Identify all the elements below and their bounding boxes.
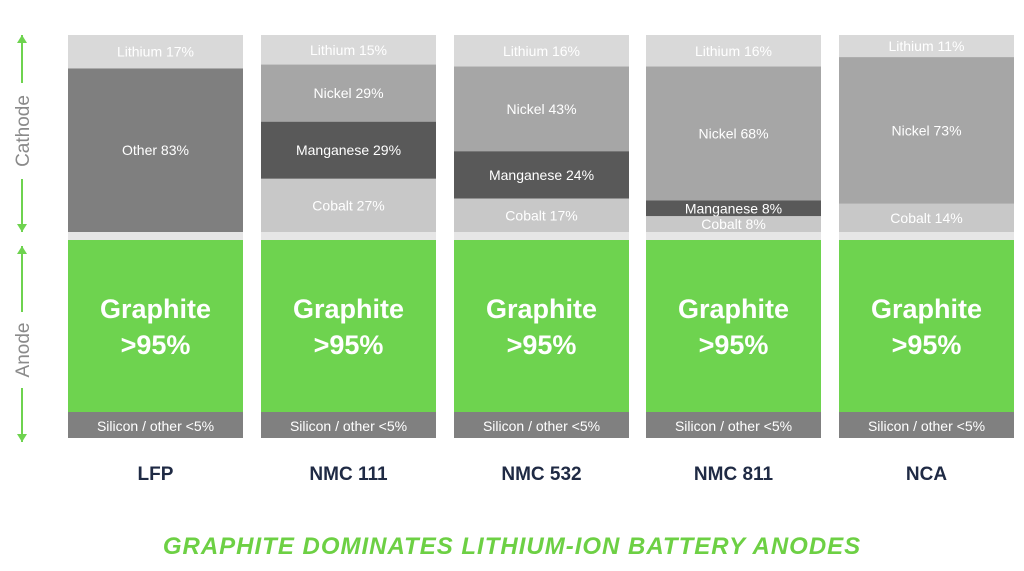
nca-silicon-segment: [839, 412, 1014, 438]
nmc-532-cobalt-label: Cobalt 17%: [505, 207, 577, 223]
nmc-811-nickel-segment: [646, 66, 821, 201]
category-label-nmc-532: NMC 532: [501, 464, 581, 485]
anode-arrow-head-up-icon: [17, 246, 27, 254]
cathode-arrow-head-down-icon: [17, 224, 27, 232]
lfp-lithium-label: Lithium 17%: [117, 44, 194, 60]
nmc-811-graphite-label: Graphite: [678, 294, 789, 324]
nmc-532-manganese-label: Manganese 24%: [489, 167, 594, 183]
lfp-graphite-percent-label: >95%: [121, 330, 191, 360]
nmc-111-cobalt-label: Cobalt 27%: [312, 197, 384, 213]
nca-silicon-label: Silicon / other <5%: [868, 418, 985, 434]
nmc-811-lithium-label: Lithium 16%: [695, 43, 772, 59]
nmc-111-silicon-segment: [261, 412, 436, 438]
nmc-111-separator: [261, 232, 436, 240]
nmc-111-nickel-segment: [261, 64, 436, 122]
nmc-111-silicon-label: Silicon / other <5%: [290, 418, 407, 434]
nmc-532-graphite-percent-label: >95%: [507, 330, 577, 360]
nmc-811-silicon-label: Silicon / other <5%: [675, 418, 792, 434]
y-axis-group: Cathode Anode: [12, 35, 34, 442]
nmc-532-lithium-label: Lithium 16%: [503, 43, 580, 59]
lfp-silicon-segment: [68, 412, 243, 438]
nmc-111-cobalt-segment: [261, 178, 436, 232]
nca-nickel-label: Nickel 73%: [891, 122, 961, 138]
nmc-532-nickel-segment: [454, 66, 629, 152]
category-label-lfp: LFP: [138, 464, 174, 485]
nca-separator: [839, 232, 1014, 240]
nmc-532-graphite-segment: [454, 240, 629, 412]
nmc-532-graphite-label: Graphite: [486, 294, 597, 324]
category-label-nca: NCA: [906, 464, 947, 485]
nmc-111-graphite-segment: [261, 240, 436, 412]
anode-label-bg: [12, 312, 32, 388]
nmc-532-silicon-label: Silicon / other <5%: [483, 418, 600, 434]
nmc-811-nickel-label: Nickel 68%: [698, 126, 768, 142]
category-label-nmc-811: NMC 811: [694, 464, 774, 485]
nmc-811-cobalt-segment: [646, 216, 821, 232]
nmc-111-lithium-segment: [261, 35, 436, 65]
nca-cobalt-label: Cobalt 14%: [890, 210, 962, 226]
category-labels: LFP NMC 111 NMC 532 NMC 811 NCA: [138, 464, 948, 485]
lfp-separator: [68, 232, 243, 240]
nca-graphite-label: Graphite: [871, 294, 982, 324]
nmc-532-lithium-segment: [454, 35, 629, 67]
bars-group: Lithium 17% Other 83% Graphite >95% Silicon …: [68, 35, 1014, 438]
nmc-811-lithium-segment: [646, 35, 821, 67]
lfp-other-label: Other 83%: [122, 142, 189, 158]
cathode-label-bg: [12, 83, 32, 179]
nmc-532-nickel-label: Nickel 43%: [506, 101, 576, 117]
chart-title: GRAPHITE DOMINATES LITHIUM-ION BATTERY A…: [162, 533, 862, 560]
nmc-111-graphite-label: Graphite: [293, 294, 404, 324]
nmc-811-separator: [646, 232, 821, 240]
nmc-811-graphite-segment: [646, 240, 821, 412]
nmc-811-silicon-segment: [646, 412, 821, 438]
cathode-arrow-head-up-icon: [17, 35, 27, 43]
nca-lithium-segment: [839, 35, 1014, 58]
nca-cobalt-segment: [839, 203, 1014, 232]
nca-nickel-segment: [839, 57, 1014, 204]
nmc-111-nickel-label: Nickel 29%: [313, 85, 383, 101]
nca-graphite-segment: [839, 240, 1014, 412]
category-label-nmc-111: NMC 111: [309, 464, 388, 485]
nca-lithium-label: Lithium 11%: [888, 38, 964, 54]
nmc-111-manganese-segment: [261, 121, 436, 179]
lfp-silicon-label: Silicon / other <5%: [97, 418, 214, 434]
lfp-other-segment: [68, 68, 243, 233]
nmc-811-manganese-segment: [646, 200, 821, 217]
nmc-811-manganese-label: Manganese 8%: [685, 200, 782, 216]
nmc-111-lithium-label: Lithium 15%: [310, 42, 387, 58]
lfp-lithium-segment: [68, 35, 243, 69]
nmc-532-manganese-segment: [454, 151, 629, 199]
cathode-axis-label: Cathode: [13, 95, 34, 167]
anode-arrow-head-down-icon: [17, 434, 27, 442]
nmc-111-manganese-label: Manganese 29%: [296, 142, 401, 158]
nmc-532-silicon-segment: [454, 412, 629, 438]
nmc-811-cobalt-label: Cobalt 8%: [701, 216, 766, 232]
nmc-811-graphite-percent-label: >95%: [699, 330, 769, 360]
nca-graphite-percent-label: >95%: [892, 330, 962, 360]
nmc-532-cobalt-segment: [454, 198, 629, 232]
nmc-111-graphite-percent-label: >95%: [314, 330, 384, 360]
lfp-graphite-label: Graphite: [100, 294, 211, 324]
anode-axis-label: Anode: [13, 323, 34, 378]
lfp-graphite-segment: [68, 240, 243, 412]
nmc-532-separator: [454, 232, 629, 240]
